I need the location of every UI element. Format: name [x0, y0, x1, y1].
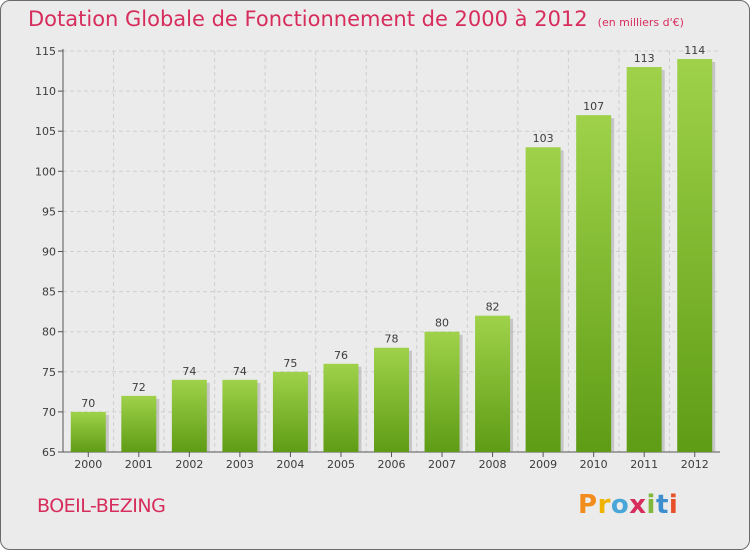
bar-value-label: 74	[182, 365, 196, 378]
bar-value-label: 76	[334, 349, 348, 362]
logo-letter: t	[655, 490, 669, 520]
bar-value-label: 114	[684, 44, 705, 57]
bar	[70, 411, 106, 452]
y-tick-label: 70	[42, 406, 56, 419]
place-name: BOEIL-BEZING	[37, 495, 166, 517]
bar-value-label: 74	[233, 365, 247, 378]
bar	[475, 315, 511, 452]
x-tick-label: 2006	[378, 458, 406, 471]
x-tick-label: 2001	[125, 458, 153, 471]
y-tick-label: 65	[42, 446, 56, 459]
bar-value-label: 113	[634, 52, 655, 65]
bars	[70, 59, 716, 453]
bar	[272, 371, 308, 452]
axes: 65 70 75 80 85 90 95 100 105 110 115 2000 2001 2002 20…	[35, 45, 720, 471]
bar	[374, 347, 409, 452]
bar	[525, 147, 561, 453]
chart-subtitle: (en milliers d'€)	[597, 16, 684, 29]
proxiti-logo[interactable]: Proxiti	[578, 490, 678, 520]
logo-letter: o	[610, 490, 630, 520]
bar-value-label: 70	[81, 397, 95, 410]
labels: 70 72 74 74 75 76 78 80 82 103 107 113 114	[81, 44, 705, 410]
bar-value-label: 103	[533, 132, 554, 145]
bar	[171, 379, 207, 452]
y-tick-label: 105	[35, 125, 56, 138]
bar-value-label: 107	[583, 100, 604, 113]
x-tick-label: 2012	[681, 458, 709, 471]
x-tick-label: 2002	[175, 458, 203, 471]
bar	[121, 395, 157, 452]
x-tick-label: 2003	[226, 458, 254, 471]
logo-letter: x	[629, 490, 647, 520]
bar	[222, 379, 258, 452]
y-tick-label: 100	[35, 165, 56, 178]
y-tick-label: 110	[35, 85, 56, 98]
bar-value-label: 82	[486, 301, 500, 314]
y-tick-label: 115	[35, 45, 56, 58]
y-tick-label: 85	[42, 286, 56, 299]
bar-value-label: 80	[435, 317, 449, 330]
x-tick-label: 2008	[479, 458, 507, 471]
bar	[626, 67, 662, 452]
x-tick-label: 2004	[276, 458, 304, 471]
logo-letter: i	[646, 490, 656, 520]
y-tick-label: 95	[42, 205, 56, 218]
bar	[576, 115, 612, 452]
y-tick-label: 90	[42, 246, 56, 259]
logo-letter: r	[597, 490, 611, 520]
bar-value-label: 78	[385, 333, 399, 346]
bar	[323, 363, 359, 452]
y-tick-label: 75	[42, 366, 56, 379]
x-tick-label: 2000	[74, 458, 102, 471]
logo-letter: i	[668, 490, 679, 520]
bar	[677, 59, 713, 453]
x-tick-label: 2007	[428, 458, 456, 471]
bar	[424, 331, 460, 452]
x-tick-label: 2009	[529, 458, 557, 471]
x-tick-label: 2010	[580, 458, 608, 471]
bar-value-label: 72	[132, 381, 146, 394]
chart-title-text: Dotation Globale de Fonctionnement de 20…	[28, 7, 588, 31]
y-tick-label: 80	[42, 326, 56, 339]
bar-value-label: 75	[283, 357, 297, 370]
chart-title: Dotation Globale de Fonctionnement de 20…	[28, 7, 684, 31]
x-tick-label: 2011	[630, 458, 658, 471]
x-tick-label: 2005	[327, 458, 355, 471]
logo-letter: P	[578, 490, 598, 520]
